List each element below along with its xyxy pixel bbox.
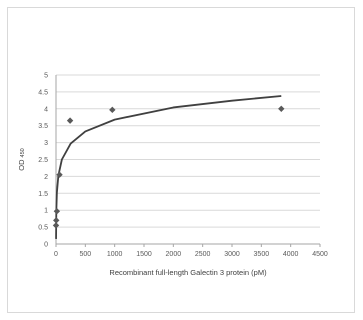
x-tick-label: 2000 (166, 251, 182, 258)
data-points (52, 105, 285, 229)
x-tick-label: 2500 (195, 251, 211, 258)
x-tick-label: 1000 (107, 251, 123, 258)
data-point (278, 105, 285, 112)
x-tick-label: 3500 (254, 251, 270, 258)
x-tick-label: 0 (54, 251, 58, 258)
x-tick-label: 4500 (312, 251, 328, 258)
y-tick-label: 2 (44, 174, 48, 181)
data-point (52, 222, 60, 229)
data-point (66, 117, 74, 124)
x-tick-label: 3000 (224, 251, 240, 258)
x-tick-label: 4000 (283, 251, 299, 258)
data-point (53, 208, 61, 215)
data-point (53, 217, 60, 224)
y-tick-label: 4.5 (38, 89, 48, 96)
y-tick-label: 1.5 (38, 191, 48, 198)
y-tick-label: 0.5 (38, 225, 48, 232)
y-tick-label: 3 (44, 140, 48, 147)
y-axis-label: OD 450 (17, 148, 26, 170)
y-tick-label: 3.5 (38, 123, 48, 130)
y-axis-label-subscript: 450 (20, 148, 26, 157)
x-tick-label: 500 (79, 251, 91, 258)
data-point (109, 106, 116, 114)
y-tick-label: 5 (44, 73, 48, 80)
y-tick-label: 2.5 (38, 157, 48, 164)
y-tick-label: 0 (44, 242, 48, 249)
x-tick-label: 1500 (136, 251, 152, 258)
trendline (55, 95, 282, 239)
y-tick-label: 1 (44, 208, 48, 215)
x-axis-ticks: 0 500 1000 1500 2000 2500 3000 3500 4000 4500 (54, 244, 328, 258)
y-axis-label-main: OD (17, 159, 26, 171)
grid-lines (56, 74, 320, 228)
y-tick-label: 4 (44, 106, 48, 113)
x-axis-label: Recombinant full-length Galectin 3 prote… (109, 268, 267, 277)
y-axis-ticks: 0 0.5 1 1.5 2 2.5 3 3.5 4 4.5 5 (38, 73, 48, 249)
data-point (56, 171, 63, 178)
